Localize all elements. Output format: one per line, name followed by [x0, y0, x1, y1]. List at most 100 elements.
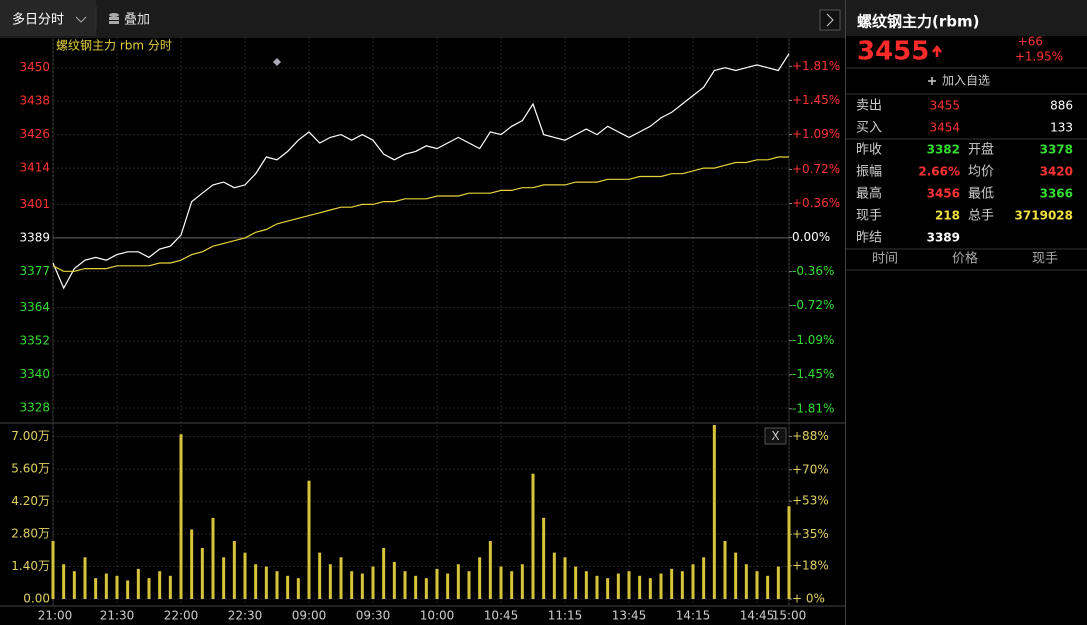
volume-bar: [520, 564, 524, 600]
volume-bar: [435, 568, 439, 600]
plus-icon[interactable]: [928, 77, 936, 85]
book-price: 3455: [929, 99, 960, 113]
instrument-name: 螺纹钢主力(rbm): [857, 13, 979, 31]
stat-label: 昨结: [856, 231, 882, 246]
marker: [273, 58, 281, 66]
x-tick-label: 21:30: [100, 609, 135, 623]
volume-bar: [307, 480, 311, 600]
volume-bar: [755, 571, 759, 600]
volume-bar: [734, 552, 738, 600]
dropdown-icon[interactable]: [75, 16, 87, 23]
volume-bar: [595, 575, 599, 600]
stat-label: 均价: [968, 165, 994, 180]
volume-bar: [680, 571, 684, 600]
volume-bar: [104, 573, 108, 600]
volume-bar: [136, 568, 140, 600]
stat-label: 振幅: [856, 165, 882, 180]
volume-bar: [776, 566, 780, 600]
expand-icon[interactable]: [826, 13, 834, 27]
y2-tick-label: 0.00%: [792, 230, 830, 244]
change-pct: +1.95%: [1015, 50, 1063, 64]
volume-bar: [627, 571, 631, 600]
volume-bar: [563, 557, 567, 600]
column-header: 时间: [872, 252, 898, 267]
x-tick-label: 11:15: [548, 609, 583, 623]
volume-bar: [296, 578, 300, 600]
y2-tick-label: -0.36%: [792, 264, 834, 278]
y2-tick-label: -1.45%: [792, 367, 834, 381]
y2-tick-label: +1.81%: [792, 59, 840, 73]
book-label: 卖出: [856, 99, 882, 114]
volume-bar: [264, 566, 268, 600]
column-header: 现手: [1032, 252, 1058, 267]
tab-label[interactable]: 多日分时: [12, 12, 64, 28]
overlay-icon[interactable]: [109, 13, 119, 24]
y-tick-label: 3377: [19, 264, 50, 278]
stat-value: 3382: [927, 143, 960, 157]
overlay-button[interactable]: 叠加: [124, 13, 150, 28]
stat-label: 最低: [968, 187, 994, 202]
volume-bar: [339, 557, 343, 600]
volume-bar: [787, 506, 791, 600]
volume-bar: [691, 564, 695, 600]
volume-bar: [659, 573, 663, 600]
book-volume: 886: [1050, 99, 1073, 113]
y-tick-label: 3414: [19, 161, 50, 175]
volume-bar: [243, 552, 247, 600]
toolbar: [0, 0, 1087, 36]
volume-bar: [200, 547, 204, 600]
expand-button[interactable]: [819, 9, 841, 31]
volume-bar: [766, 575, 770, 600]
volume-bar: [670, 568, 674, 600]
y-tick-label: 3364: [19, 300, 50, 314]
volume-bar: [478, 557, 482, 600]
stat-label: 开盘: [968, 142, 994, 158]
volume-bar: [499, 566, 503, 600]
x-tick-label: 10:45: [484, 609, 519, 623]
volume-bar: [286, 575, 290, 600]
volume-bar: [371, 566, 375, 600]
y2-tick-label: +35%: [792, 527, 829, 541]
price-line: [52, 156, 789, 272]
volume-bar: [275, 571, 279, 600]
stat-value: 3456: [927, 187, 960, 201]
volume-bar: [126, 580, 130, 600]
volume-bar: [606, 578, 610, 600]
x-tick-label: 14:15: [676, 609, 711, 623]
y-tick-label: 3438: [19, 94, 50, 108]
volume-bar: [51, 541, 55, 600]
x-tick-label: 14:45: [740, 609, 775, 623]
stat-value: 218: [935, 209, 960, 223]
volume-bar: [232, 541, 236, 600]
book-volume: 133: [1050, 121, 1073, 135]
last-price: 3455: [857, 37, 929, 67]
volume-bar: [456, 564, 460, 600]
volume-bar: [584, 571, 588, 600]
y2-tick-label: -1.09%: [792, 333, 834, 347]
y-tick-label: 3426: [19, 127, 50, 141]
y-tick-label: 1.40万: [11, 559, 50, 573]
y2-tick-label: +88%: [792, 429, 829, 443]
y2-tick-label: + 0%: [792, 592, 825, 606]
volume-bar: [72, 571, 76, 600]
y-tick-label: 3450: [19, 60, 50, 74]
y-tick-label: 3352: [19, 334, 50, 348]
stat-value: 3366: [1040, 187, 1073, 201]
x-tick-label: 10:00: [420, 609, 455, 623]
volume-bar: [94, 578, 98, 600]
y2-tick-label: +0.72%: [792, 162, 840, 176]
volume-bar: [638, 575, 642, 600]
stat-value: 2.66%: [918, 165, 960, 179]
volume-bar: [531, 473, 535, 600]
tab-bg[interactable]: [0, 0, 96, 36]
volume-bar: [158, 571, 162, 600]
y-tick-label: 7.00万: [11, 429, 50, 443]
volume-bar: [574, 566, 578, 600]
close-button[interactable]: [764, 427, 787, 445]
price-line: [52, 53, 790, 290]
add-watchlist[interactable]: 加入自选: [942, 74, 990, 88]
close-icon[interactable]: X: [771, 429, 779, 443]
book-price: 3454: [929, 121, 960, 135]
book-label: 买入: [856, 121, 882, 136]
stat-value: 3420: [1040, 165, 1073, 179]
